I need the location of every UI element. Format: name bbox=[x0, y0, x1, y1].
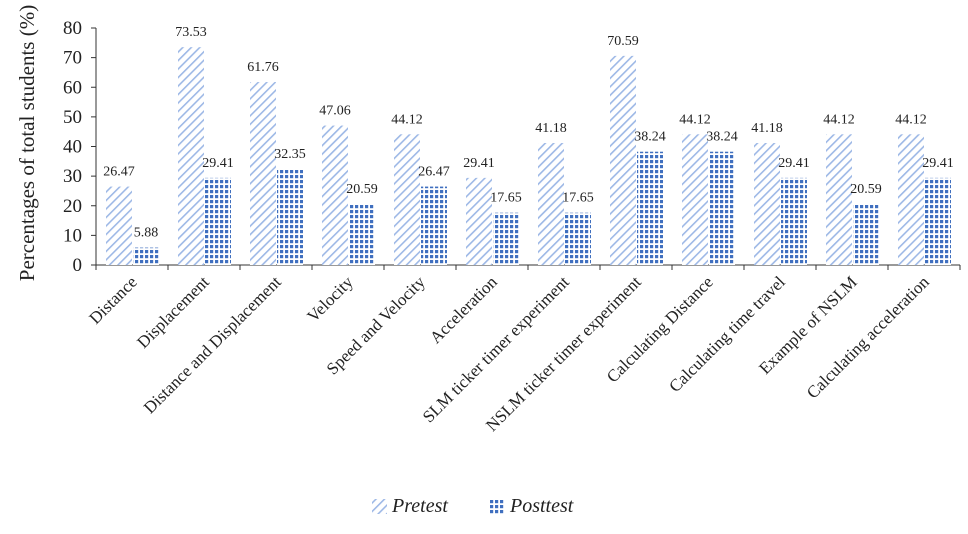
x-category-label: SLM ticker timer experiment bbox=[419, 272, 573, 426]
data-label-pretest: 41.18 bbox=[535, 121, 567, 136]
bar-posttest bbox=[349, 204, 375, 265]
bar-pretest bbox=[610, 55, 636, 266]
x-category-label: Distance bbox=[85, 272, 140, 327]
bar-pretest bbox=[322, 125, 348, 265]
data-label-pretest: 29.41 bbox=[463, 156, 495, 171]
bar-pretest bbox=[538, 143, 564, 265]
bar-pretest bbox=[106, 186, 132, 265]
x-category-label: Acceleration bbox=[426, 272, 501, 347]
data-label-posttest: 32.35 bbox=[274, 147, 306, 162]
data-label-posttest: 26.47 bbox=[418, 165, 450, 180]
legend-label-posttest: Posttest bbox=[509, 495, 574, 517]
bar-posttest bbox=[277, 169, 303, 265]
y-tick-label: 30 bbox=[63, 166, 82, 187]
data-label-pretest: 44.12 bbox=[679, 112, 711, 127]
bars bbox=[106, 47, 951, 266]
data-label-pretest: 44.12 bbox=[895, 112, 927, 127]
x-category-label: NSLM ticker timer experiment bbox=[482, 272, 645, 435]
x-category-label: Calculating acceleration bbox=[803, 272, 933, 402]
data-label-pretest: 47.06 bbox=[319, 104, 351, 119]
bar-posttest bbox=[709, 151, 735, 265]
x-category-label: Displacement bbox=[133, 272, 213, 352]
data-label-posttest: 38.24 bbox=[706, 130, 738, 145]
data-label-posttest: 5.88 bbox=[134, 226, 159, 241]
value-labels: 26.47 73.53 61.76 47.06 44.12 29.41 41.18 70.59… bbox=[103, 25, 954, 240]
legend-swatch-pretest bbox=[372, 499, 387, 514]
legend: Pretest Posttest bbox=[372, 495, 574, 517]
y-tick-label: 20 bbox=[63, 196, 82, 217]
x-category-label: Distance and Displacement bbox=[140, 272, 285, 417]
y-tick-label: 50 bbox=[63, 107, 82, 128]
bar-posttest bbox=[925, 177, 951, 265]
data-label-posttest: 17.65 bbox=[562, 191, 594, 206]
axes: 0 10 20 30 40 50 60 70 80 bbox=[63, 18, 961, 276]
bar-posttest bbox=[637, 151, 663, 265]
bar-pretest bbox=[682, 134, 708, 265]
bar-posttest bbox=[493, 212, 519, 265]
data-label-posttest: 29.41 bbox=[202, 156, 234, 171]
y-tick-label: 60 bbox=[63, 77, 82, 98]
bar-posttest bbox=[205, 177, 231, 265]
data-label-posttest: 29.41 bbox=[922, 156, 954, 171]
data-label-pretest: 44.12 bbox=[823, 112, 855, 127]
bar-posttest bbox=[565, 212, 591, 265]
y-tick-label: 70 bbox=[63, 48, 82, 69]
data-label-posttest: 20.59 bbox=[346, 182, 378, 197]
data-label-pretest: 41.18 bbox=[751, 121, 783, 136]
y-tick-label: 0 bbox=[73, 255, 83, 276]
data-label-posttest: 38.24 bbox=[634, 130, 666, 145]
bar-pretest bbox=[394, 134, 420, 265]
legend-label-pretest: Pretest bbox=[391, 495, 448, 517]
x-category-label: Velocity bbox=[303, 272, 357, 326]
data-label-pretest: 73.53 bbox=[175, 25, 207, 40]
legend-swatch-posttest bbox=[490, 499, 505, 514]
y-tick-label: 40 bbox=[63, 137, 82, 158]
y-tick-label: 80 bbox=[63, 18, 82, 39]
y-axis-title-group: Percentages of total students (%) bbox=[15, 5, 39, 281]
y-tick-label: 10 bbox=[63, 225, 82, 246]
bar-pretest bbox=[250, 82, 276, 265]
data-label-pretest: 70.59 bbox=[607, 34, 639, 49]
bar-pretest bbox=[898, 134, 924, 265]
bar-pretest bbox=[178, 47, 204, 265]
bar-posttest bbox=[781, 177, 807, 265]
data-label-posttest: 20.59 bbox=[850, 182, 882, 197]
data-label-pretest: 26.47 bbox=[103, 165, 135, 180]
data-label-posttest: 17.65 bbox=[490, 191, 522, 206]
bar-pretest bbox=[826, 134, 852, 265]
bar-pretest bbox=[754, 143, 780, 265]
bar-posttest bbox=[421, 186, 447, 265]
bar-posttest bbox=[853, 204, 879, 265]
data-label-posttest: 29.41 bbox=[778, 156, 810, 171]
data-label-pretest: 61.76 bbox=[247, 60, 279, 75]
bar-posttest bbox=[133, 247, 159, 265]
data-label-pretest: 44.12 bbox=[391, 112, 423, 127]
bar-pretest bbox=[466, 177, 492, 265]
y-axis-title: Percentages of total students (%) bbox=[15, 5, 39, 281]
